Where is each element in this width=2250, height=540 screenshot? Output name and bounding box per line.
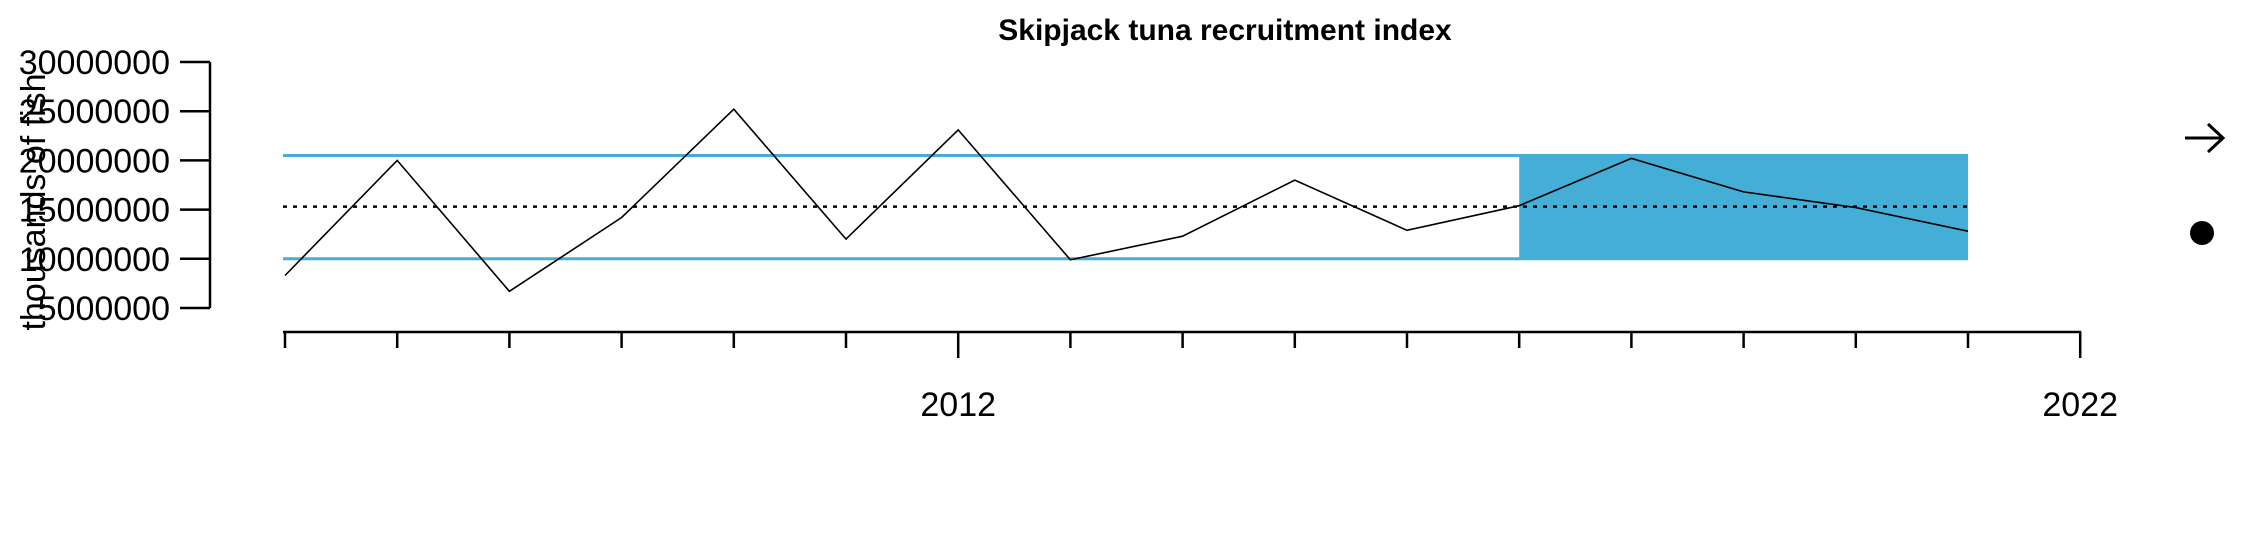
y-tick-label: 20000000: [19, 142, 170, 180]
filled-circle-icon: [2190, 221, 2214, 245]
x-tick-label: 2022: [2042, 386, 2118, 424]
series-line: [284, 108, 1969, 293]
y-tick-label: 5000000: [38, 290, 170, 328]
y-tick-label: 15000000: [19, 192, 170, 230]
y-tick-label: 10000000: [19, 241, 170, 279]
y-axis-title: thousands of fish: [15, 73, 53, 330]
chart-title: Skipjack tuna recruitment index: [998, 14, 1452, 47]
y-tick-label: 25000000: [19, 93, 170, 131]
right-arrow-icon: [2185, 122, 2226, 154]
plot-area: 5000000 10000000 15000000 20000000 25000000 3…: [19, 44, 2118, 424]
x-tick-label: 2012: [920, 386, 996, 424]
y-tick-label: 30000000: [19, 44, 170, 82]
